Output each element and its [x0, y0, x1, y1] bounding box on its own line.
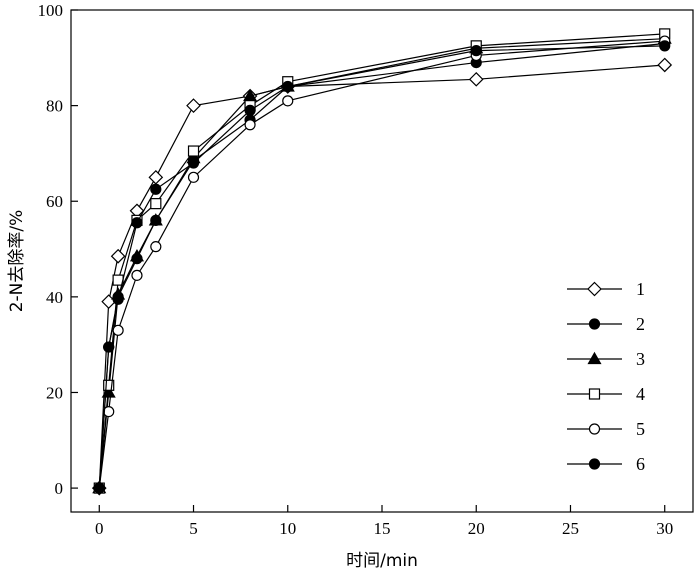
legend-marker-4 [588, 388, 601, 400]
legend-label-5: 5 [636, 419, 645, 439]
series-5 [93, 35, 671, 494]
series-4-point-5 [187, 145, 200, 157]
series-5-point-3 [131, 269, 143, 281]
legend: 1 2 3 4 5 6 [567, 279, 645, 474]
series-3-point-3 [129, 249, 145, 262]
x-tick-label-3: 15 [374, 519, 391, 538]
x-tick-label-4: 20 [468, 519, 485, 538]
x-tick-label-2: 10 [279, 519, 296, 538]
series-1-point-2 [110, 248, 126, 264]
series-6-point-3 [131, 217, 143, 229]
series-5-point-6 [244, 119, 256, 131]
series-3-line [98, 38, 665, 489]
x-tick-label-5: 25 [562, 519, 579, 538]
series-4-line [98, 33, 665, 489]
y-tick-label-3: 60 [46, 192, 63, 211]
series-5-point-1 [103, 406, 115, 418]
legend-label-3: 3 [636, 349, 645, 369]
legend-item-4: 4 [567, 384, 645, 404]
series-6-point-9 [659, 40, 671, 52]
series-1-point-5 [186, 98, 201, 113]
series-1-point-9 [657, 57, 673, 73]
series-6-point-6 [244, 104, 256, 117]
legend-marker-2 [588, 318, 601, 330]
y-tick-label-2: 40 [46, 288, 63, 307]
series-1-line [98, 64, 665, 489]
y-tick-label-4: 80 [46, 97, 63, 116]
series-5-point-5 [187, 171, 200, 183]
series-6-point-0 [93, 482, 105, 494]
series-5-point-4 [150, 241, 162, 253]
legend-item-1: 1 [567, 279, 645, 299]
legend-label-2: 2 [636, 314, 645, 334]
series-5-point-7 [282, 95, 294, 107]
series-6-point-4 [150, 183, 162, 195]
series-6-point-5 [187, 157, 200, 169]
x-tick-label-6: 30 [656, 519, 673, 538]
legend-label-4: 4 [636, 384, 645, 404]
series-1-point-8 [468, 71, 484, 87]
y-tick-label-5: 100 [38, 1, 64, 20]
y-tick-label-1: 20 [46, 383, 63, 402]
series-6-point-1 [103, 341, 115, 353]
x-tick-label-1: 5 [189, 519, 198, 538]
series-2-line [98, 42, 665, 489]
series-4-point-1 [103, 379, 115, 391]
legend-item-3: 3 [567, 349, 645, 369]
series-6-line [98, 45, 665, 489]
legend-marker-1 [587, 281, 602, 297]
series-4 [93, 28, 671, 494]
legend-item-2: 2 [567, 314, 645, 334]
series-6-point-2 [112, 293, 124, 305]
y-tick-label-0: 0 [55, 479, 64, 498]
series-4-point-4 [150, 198, 162, 210]
x-axis-label: 时间/min [346, 551, 418, 571]
series-3-point-4 [148, 213, 163, 226]
series-2 [93, 37, 671, 494]
series-3 [92, 31, 672, 494]
legend-marker-6 [588, 458, 601, 470]
series-layer [91, 28, 673, 496]
series-5-point-2 [112, 324, 124, 336]
series-1-point-4 [148, 169, 164, 185]
legend-marker-3 [587, 351, 602, 365]
x-tick-label-0: 0 [95, 519, 104, 538]
legend-item-6: 6 [567, 454, 645, 474]
legend-marker-5 [588, 423, 601, 435]
series-6-point-7 [282, 80, 294, 93]
series-6 [93, 40, 671, 494]
legend-label-1: 1 [636, 279, 645, 299]
legend-label-6: 6 [636, 454, 645, 474]
legend-item-5: 5 [567, 419, 645, 439]
plot-frame [70, 9, 694, 513]
y-axis-label: 2-N去除率/% [7, 210, 27, 313]
series-5-line [98, 40, 665, 489]
series-6-point-8 [470, 45, 482, 57]
